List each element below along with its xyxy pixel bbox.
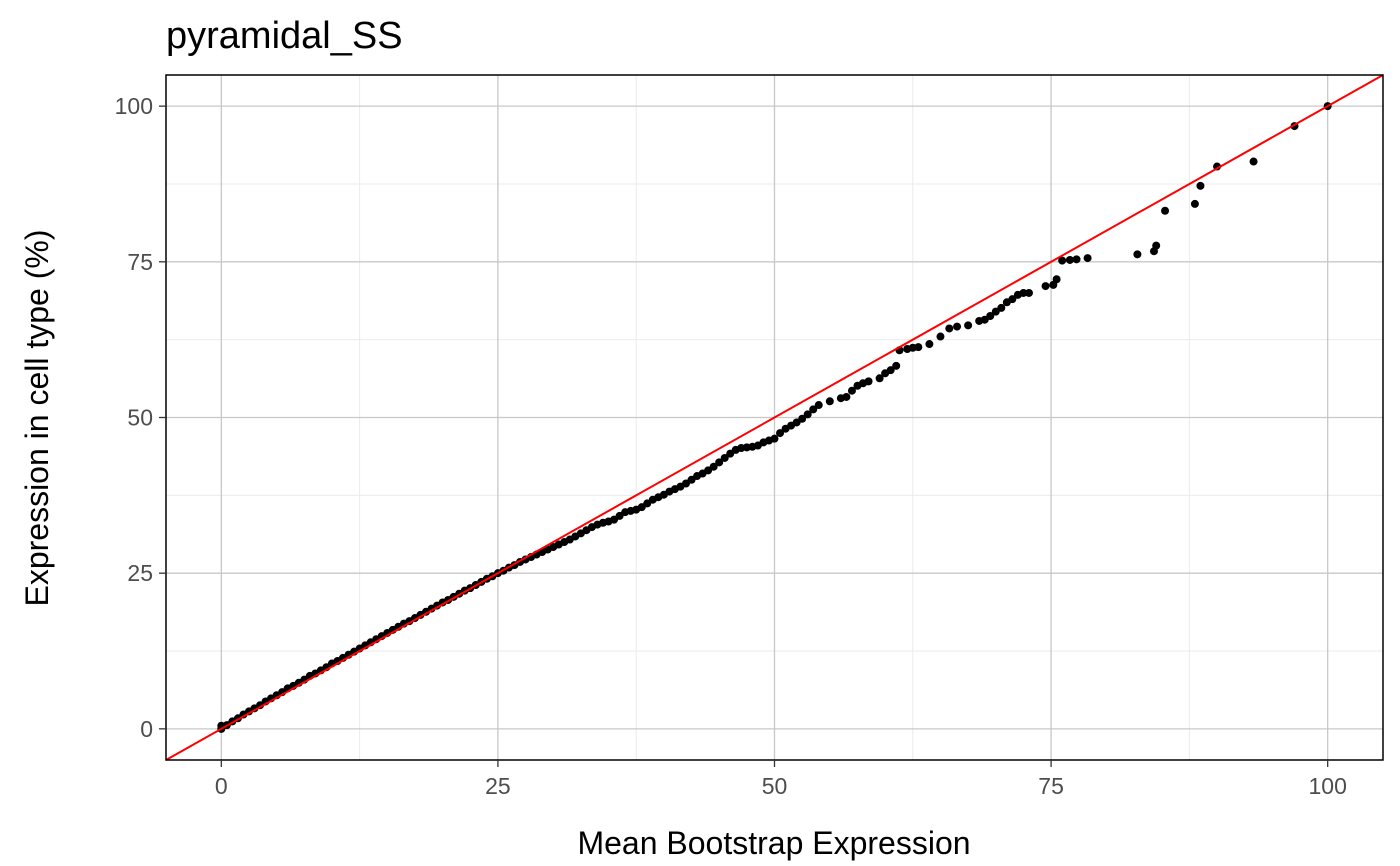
x-tick-label: 0 [215, 773, 228, 799]
data-point [1196, 181, 1205, 190]
x-tick-label: 25 [485, 773, 511, 799]
data-point [1190, 199, 1199, 208]
major-gridlines [166, 75, 1383, 760]
data-point [886, 366, 895, 375]
data-point [936, 332, 945, 341]
data-point [986, 311, 995, 320]
y-axis-ticks: 0 25 50 75 100 [115, 93, 166, 742]
data-point [803, 410, 812, 419]
data-points [217, 102, 1332, 733]
data-point [715, 458, 724, 467]
data-point [809, 405, 818, 414]
y-tick-label: 75 [127, 249, 153, 275]
y-tick-label: 0 [140, 716, 153, 742]
data-point [925, 340, 934, 349]
data-point [842, 392, 851, 401]
y-tick-label: 25 [127, 560, 153, 586]
data-point [864, 377, 873, 386]
y-axis-title: Expression in cell type (%) [19, 229, 55, 606]
data-point [1152, 241, 1161, 250]
data-point [964, 321, 973, 330]
x-tick-label: 50 [762, 773, 788, 799]
x-axis-title: Mean Bootstrap Expression [577, 825, 970, 861]
x-tick-label: 100 [1308, 773, 1346, 799]
data-point [997, 303, 1006, 312]
data-point [1083, 254, 1092, 263]
data-point [709, 462, 718, 471]
data-point [1058, 256, 1067, 265]
data-point [770, 434, 779, 443]
data-point [1041, 282, 1050, 291]
data-point [776, 429, 785, 438]
data-point [892, 361, 901, 370]
data-point [847, 386, 856, 395]
y-tick-label: 50 [127, 405, 153, 431]
data-point [1072, 255, 1081, 264]
data-point [953, 322, 962, 331]
data-point [814, 401, 823, 410]
data-point [1065, 255, 1074, 264]
data-point [945, 324, 954, 333]
chart-title: pyramidal_SS [166, 15, 403, 57]
reference-line-group [165, 74, 1384, 761]
reference-line [165, 74, 1384, 761]
data-point [798, 414, 807, 423]
x-tick-label: 75 [1038, 773, 1064, 799]
data-point [1052, 275, 1061, 284]
data-point [825, 397, 834, 406]
data-point [1249, 157, 1258, 166]
x-axis-ticks: 0 25 50 75 100 [215, 760, 1347, 799]
data-point [1019, 288, 1028, 297]
y-tick-label: 100 [115, 93, 153, 119]
data-point [1008, 295, 1017, 304]
data-point [1024, 288, 1033, 297]
data-point [720, 453, 729, 462]
data-point [875, 374, 884, 383]
data-point [1133, 250, 1142, 259]
data-point [914, 343, 923, 352]
data-point [1161, 206, 1170, 215]
